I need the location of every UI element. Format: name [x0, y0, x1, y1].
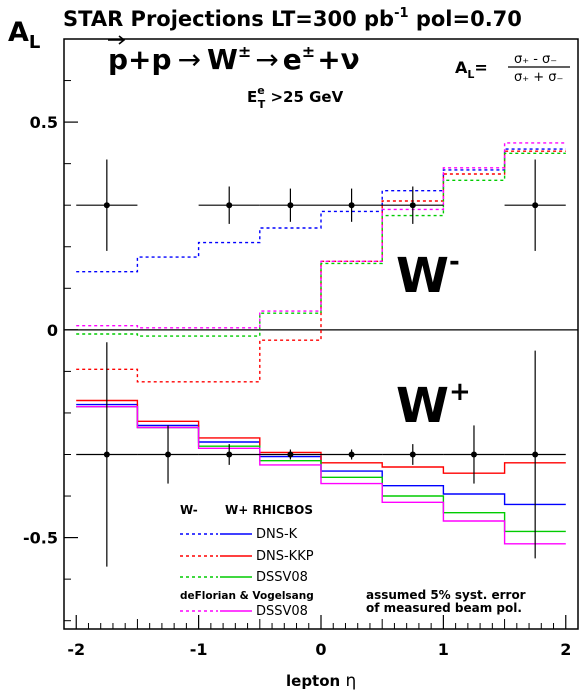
- data-point-wplus-2: [198, 444, 260, 465]
- legend-entry-dns-kkp: DNS-KKP: [256, 549, 314, 564]
- legend-header-wminus: W-: [180, 503, 198, 517]
- data-marker: [226, 451, 233, 458]
- series-layer: [76, 142, 566, 545]
- data-marker: [470, 451, 477, 458]
- data-marker: [532, 202, 539, 209]
- y-tick-label: -0.5: [23, 529, 58, 548]
- x-tick-label: -2: [67, 640, 85, 659]
- syst-note-line2: of measured beam pol.: [366, 601, 522, 615]
- w-plus-label: W+: [396, 377, 471, 434]
- x-tick-label: 2: [560, 640, 571, 659]
- legend-entry-dns-k: DNS-K: [256, 527, 298, 542]
- data-point-wminus-2: [259, 188, 321, 222]
- asymmetry-formula: AL= σ₊ - σ₋ σ₊ + σ₋: [455, 52, 570, 85]
- data-point-wplus-7: [504, 350, 566, 559]
- syst-note-line1: assumed 5% syst. error: [366, 588, 526, 602]
- y-axis-label: AL: [8, 17, 40, 53]
- x-tick-label: -1: [190, 640, 208, 659]
- w-minus-label: W-: [396, 247, 460, 304]
- data-marker: [287, 451, 294, 458]
- vector-arrow-icon: [108, 35, 126, 45]
- legend-entry-dssv08: DSSV08: [256, 570, 308, 585]
- data-marker: [532, 451, 539, 458]
- data-marker: [409, 451, 416, 458]
- x-axis-label: lepton η: [286, 671, 356, 691]
- series-w-dns-k: [76, 148, 566, 273]
- data-marker: [165, 451, 172, 458]
- axis-layer: -2 -1 0 1 2 -0.5 0 0.5: [23, 38, 571, 659]
- svg-text:AL=: AL=: [455, 58, 488, 81]
- data-point-wplus-6: [443, 425, 505, 484]
- data-marker: [348, 451, 355, 458]
- x-tick-label: 1: [438, 640, 449, 659]
- energy-cut-annotation: Ee T >25 GeV: [247, 84, 344, 111]
- svg-text:σ₊ - σ₋: σ₊ - σ₋: [514, 52, 557, 67]
- data-point-wminus-0: [76, 159, 138, 251]
- series-w-dssv08-dv: [76, 406, 566, 545]
- data-marker: [103, 202, 110, 209]
- data-point-wminus-4: [382, 186, 444, 224]
- series-w-dssv08-dv: [76, 142, 566, 329]
- data-point-wplus-0: [76, 342, 138, 567]
- data-point-wminus-5: [504, 159, 566, 251]
- legend-header-wplus: W+ RHICBOS: [225, 503, 313, 517]
- data-point-wplus-5: [382, 444, 444, 465]
- data-marker: [348, 202, 355, 209]
- data-marker: [103, 451, 110, 458]
- svg-text:σ₊ + σ₋: σ₊ + σ₋: [514, 70, 563, 85]
- legend: W- W+ RHICBOS DNS-K DNS-KKP DSSV08 deFlo…: [180, 503, 314, 619]
- y-tick-label: 0.5: [30, 113, 58, 132]
- chart-title: STAR Projections LT=300 pb-1 pol=0.70: [63, 6, 522, 31]
- data-marker: [226, 202, 233, 209]
- data-point-wplus-4: [321, 449, 383, 460]
- svg-text:p+p→W±→e±+ν: p+p → W± → e±+ν: [108, 42, 360, 76]
- data-point-wplus-1: [137, 425, 199, 484]
- x-tick-label: 0: [315, 640, 326, 659]
- data-point-wminus-3: [321, 188, 383, 222]
- reaction-annotation: p+p → W± → e±+ν: [108, 35, 360, 76]
- data-points-layer: [76, 159, 566, 567]
- y-tick-label: 0: [47, 321, 58, 340]
- plot-frame: [63, 38, 579, 630]
- legend-entry-dssv08-dv: DSSV08: [256, 604, 308, 619]
- legend-group2-header: deFlorian & Vogelsang: [180, 590, 314, 602]
- data-marker: [287, 202, 294, 209]
- series-w-dssv08: [76, 152, 566, 337]
- data-point-wplus-3: [259, 449, 321, 460]
- data-point-wminus-1: [198, 186, 260, 224]
- data-marker: [409, 202, 416, 209]
